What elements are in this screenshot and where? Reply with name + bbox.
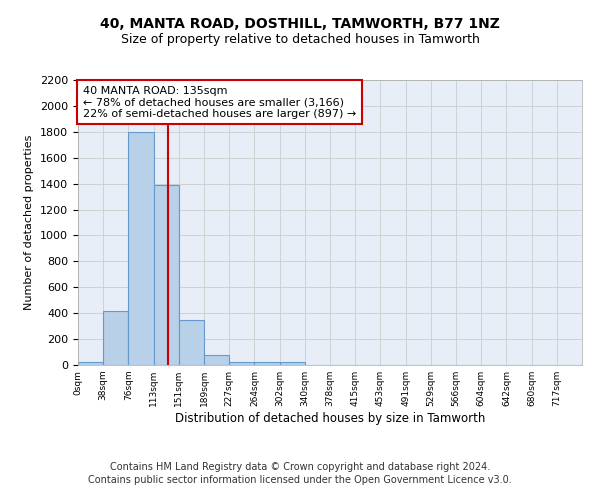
Bar (78, 362, 103, 365)
Bar (128, 132, 154, 365)
Bar (103, 310, 128, 365)
Text: 40, MANTA ROAD, DOSTHILL, TAMWORTH, B77 1NZ: 40, MANTA ROAD, DOSTHILL, TAMWORTH, B77 … (100, 18, 500, 32)
X-axis label: Distribution of detached houses by size in Tamworth: Distribution of detached houses by size … (175, 412, 485, 425)
Bar (179, 320, 204, 365)
Text: Contains HM Land Registry data © Crown copyright and database right 2024.: Contains HM Land Registry data © Crown c… (110, 462, 490, 472)
Text: Contains public sector information licensed under the Open Government Licence v3: Contains public sector information licen… (88, 475, 512, 485)
Bar (254, 362, 280, 365)
Bar (280, 362, 305, 365)
Bar (204, 354, 229, 365)
Text: 40 MANTA ROAD: 135sqm
← 78% of detached houses are smaller (3,166)
22% of semi-d: 40 MANTA ROAD: 135sqm ← 78% of detached … (83, 86, 356, 119)
Bar (154, 185, 179, 365)
Y-axis label: Number of detached properties: Number of detached properties (25, 135, 34, 310)
Bar (229, 362, 254, 365)
Text: Size of property relative to detached houses in Tamworth: Size of property relative to detached ho… (121, 32, 479, 46)
